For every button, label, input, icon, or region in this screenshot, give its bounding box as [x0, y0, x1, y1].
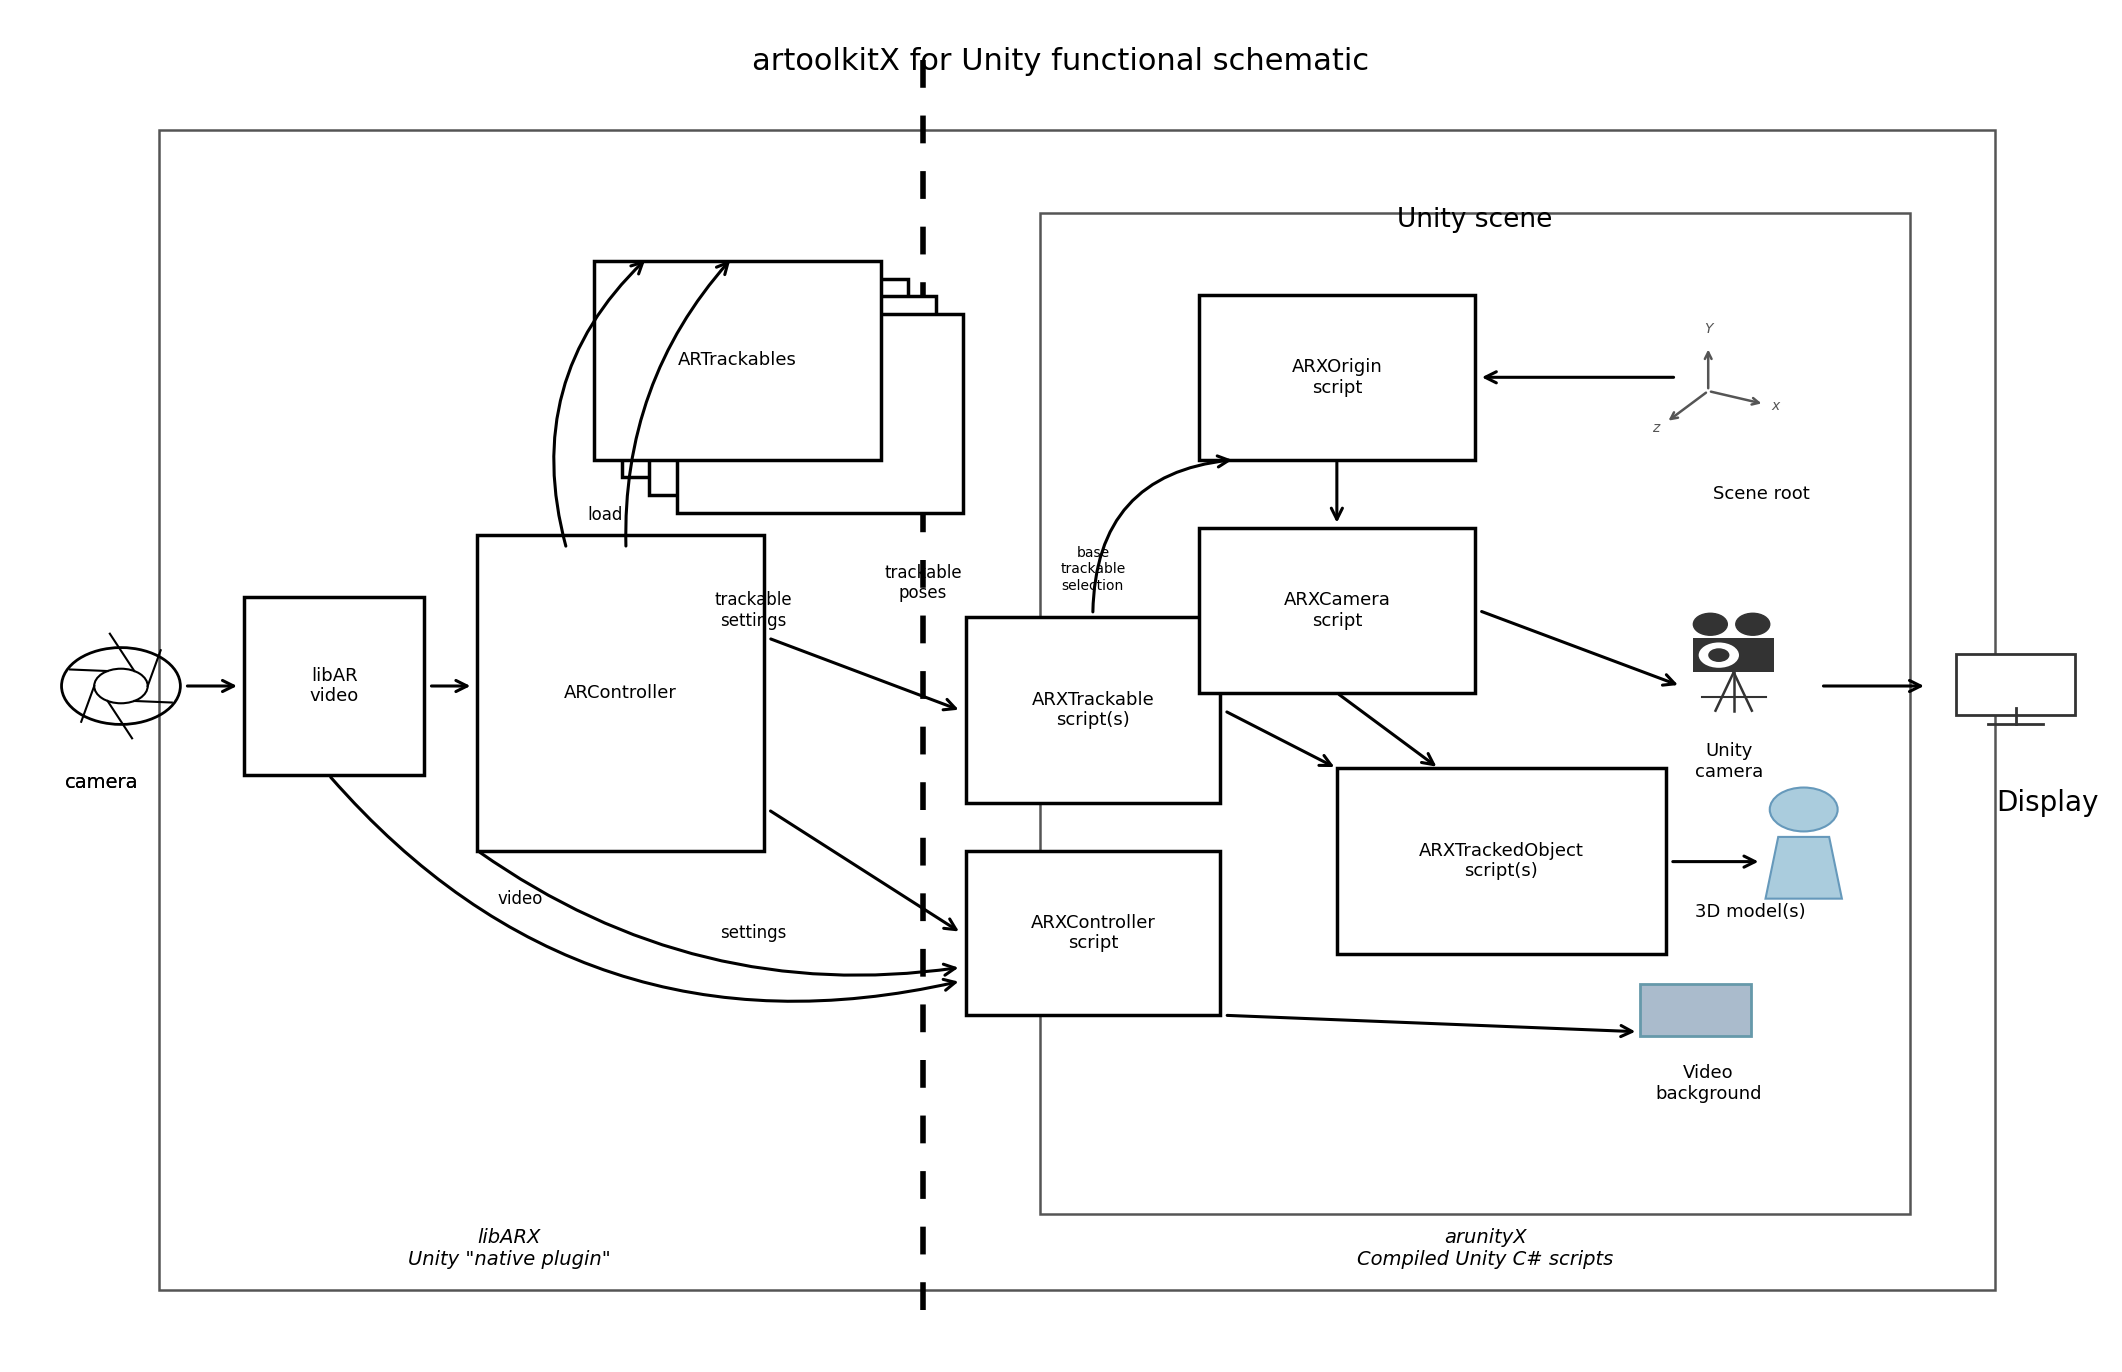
FancyBboxPatch shape: [649, 296, 936, 495]
Text: x: x: [1772, 399, 1780, 413]
Text: artoolkitX for Unity functional schematic: artoolkitX for Unity functional schemati…: [753, 47, 1369, 77]
Text: Unity
camera: Unity camera: [1695, 742, 1763, 781]
FancyBboxPatch shape: [1693, 638, 1774, 672]
FancyBboxPatch shape: [677, 314, 963, 513]
Text: video: video: [497, 889, 543, 908]
FancyBboxPatch shape: [966, 617, 1220, 803]
Text: arunityX
Compiled Unity C# scripts: arunityX Compiled Unity C# scripts: [1358, 1228, 1613, 1269]
Text: Display: Display: [1997, 789, 2099, 816]
Circle shape: [1770, 788, 1838, 831]
Text: Y: Y: [1704, 322, 1712, 336]
FancyBboxPatch shape: [1199, 295, 1475, 460]
FancyBboxPatch shape: [1337, 768, 1666, 954]
Text: trackable
poses: trackable poses: [885, 564, 961, 602]
FancyBboxPatch shape: [244, 597, 424, 775]
FancyBboxPatch shape: [966, 851, 1220, 1015]
Text: libAR
video: libAR video: [310, 667, 359, 705]
Text: 3D model(s): 3D model(s): [1695, 903, 1806, 922]
FancyBboxPatch shape: [1640, 984, 1751, 1036]
Circle shape: [1693, 613, 1727, 635]
Circle shape: [1736, 613, 1770, 635]
Circle shape: [1698, 642, 1740, 670]
FancyBboxPatch shape: [477, 535, 764, 851]
Text: Unity scene: Unity scene: [1396, 207, 1553, 232]
Text: libARX
Unity "native plugin": libARX Unity "native plugin": [407, 1228, 611, 1269]
Text: trackable
settings: trackable settings: [715, 591, 792, 630]
FancyBboxPatch shape: [1199, 528, 1475, 693]
Polygon shape: [1766, 837, 1842, 899]
Text: z: z: [1651, 420, 1659, 435]
Text: ARXCamera
script: ARXCamera script: [1284, 591, 1390, 630]
Text: ARXOrigin
script: ARXOrigin script: [1292, 358, 1381, 397]
Text: ARXController
script: ARXController script: [1031, 914, 1154, 952]
Text: camera: camera: [66, 772, 138, 792]
FancyBboxPatch shape: [594, 261, 881, 460]
FancyBboxPatch shape: [622, 279, 908, 477]
Circle shape: [1708, 649, 1729, 663]
Text: Scene root: Scene root: [1712, 484, 1810, 504]
Text: ARController: ARController: [564, 683, 677, 702]
FancyBboxPatch shape: [1956, 654, 2075, 715]
Text: ARXTrackable
script(s): ARXTrackable script(s): [1031, 690, 1154, 730]
Text: ARTrackables: ARTrackables: [677, 351, 798, 369]
Text: ARXTrackedObject
script(s): ARXTrackedObject script(s): [1420, 841, 1583, 881]
Text: load: load: [588, 505, 622, 524]
Text: Video
background: Video background: [1655, 1065, 1761, 1103]
Text: base
trackable
selection: base trackable selection: [1061, 546, 1125, 593]
Text: settings: settings: [719, 923, 787, 943]
Text: camera: camera: [66, 772, 138, 792]
